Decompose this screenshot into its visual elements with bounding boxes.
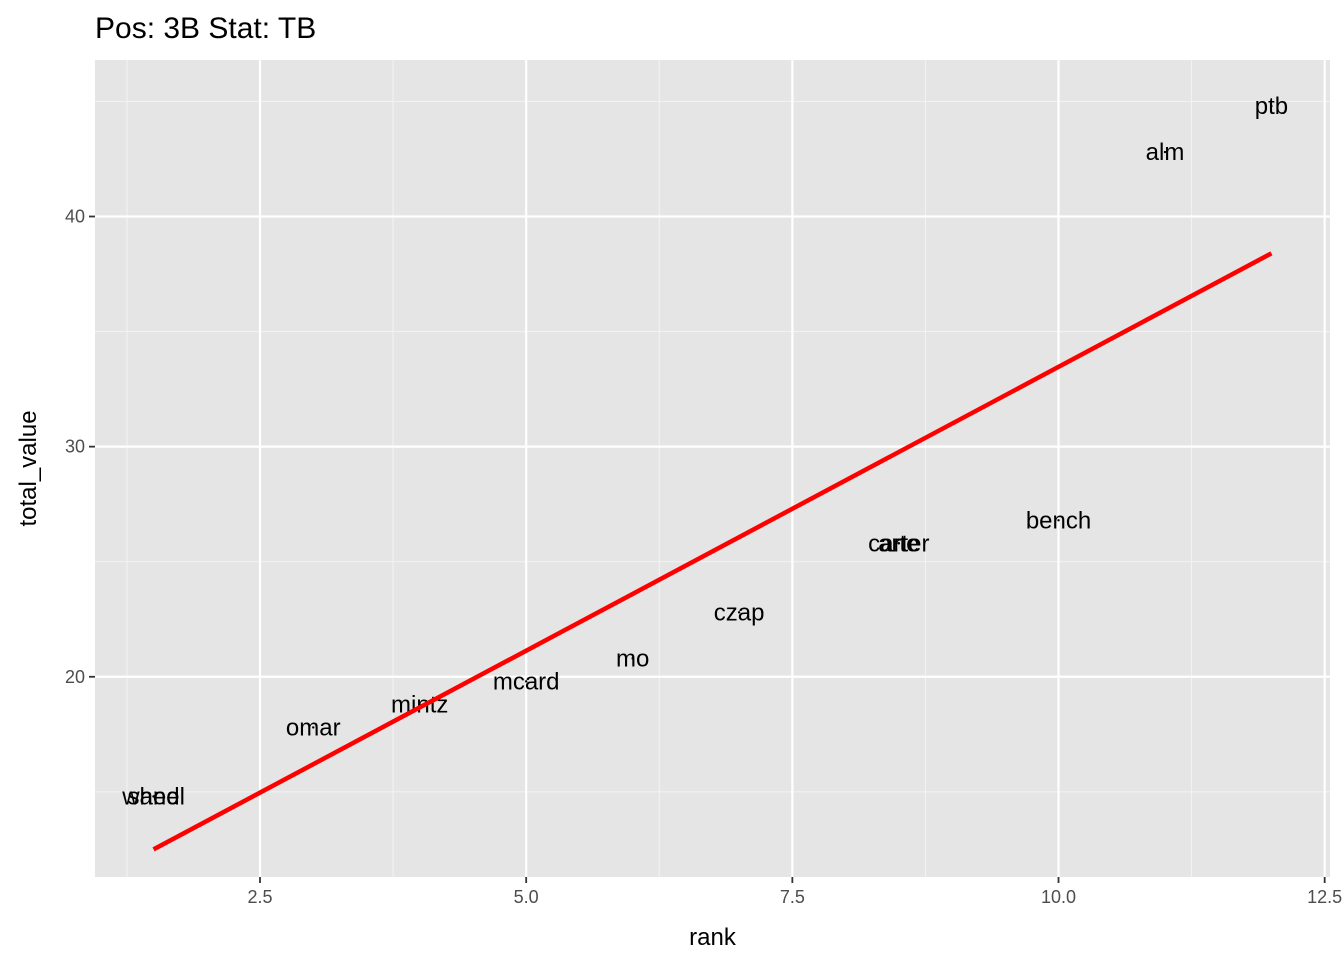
y-tick-label: 20 [65, 667, 85, 687]
data-point [524, 680, 528, 683]
data-point [631, 657, 634, 660]
point-labels: sandwheelomarmintzmcardmoczapcarterarteb… [121, 93, 1288, 810]
y-axis: 20 30 40 [65, 206, 95, 687]
plot-panel [95, 60, 1330, 877]
point-label: wheel [121, 783, 185, 810]
data-point [1163, 150, 1167, 154]
point-label: alm [1146, 139, 1185, 166]
data-point [152, 795, 155, 798]
data-point [312, 726, 315, 729]
point-label: arte [878, 530, 919, 557]
x-axis: 2.5 5.0 7.5 10.0 12.5 [248, 877, 1342, 907]
point-label: czap [714, 599, 765, 626]
x-axis-title: rank [689, 924, 737, 951]
x-tick-label: 12.5 [1307, 887, 1342, 907]
point-label: mo [616, 645, 649, 672]
data-points [152, 104, 1273, 798]
y-tick-label: 40 [65, 206, 85, 226]
grid-minor [95, 60, 1330, 877]
data-point [1057, 519, 1060, 522]
x-tick-label: 10.0 [1041, 887, 1076, 907]
point-label: ptb [1255, 93, 1288, 120]
point-label: omar [286, 714, 341, 741]
grid-major [95, 60, 1330, 877]
point-label: sand [128, 783, 180, 810]
point-label: carter [868, 530, 929, 557]
data-point [737, 611, 741, 614]
trend-line-layer [152, 251, 1273, 852]
y-axis-title: total_value [15, 410, 42, 526]
x-tick-label: 7.5 [780, 887, 805, 907]
trend-line [152, 251, 1273, 852]
x-tick-label: 5.0 [514, 887, 539, 907]
data-point [1270, 104, 1273, 108]
point-label: mcard [493, 668, 560, 695]
y-tick-label: 30 [65, 437, 85, 457]
chart-title: Pos: 3B Stat: TB [95, 12, 316, 45]
data-point [897, 542, 901, 545]
x-tick-label: 2.5 [248, 887, 273, 907]
point-label: bench [1026, 507, 1091, 534]
